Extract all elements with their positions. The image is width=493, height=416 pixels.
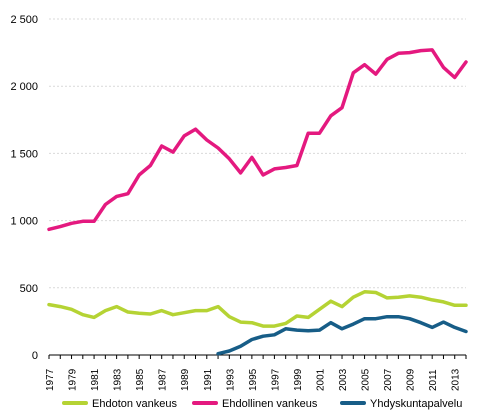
grid-lines xyxy=(49,18,466,289)
series-line xyxy=(216,314,468,356)
legend-label: Yhdyskuntapalvelu xyxy=(370,398,462,410)
legend-label: Ehdoton vankeus xyxy=(92,398,178,410)
x-tick-label: 1993 xyxy=(225,368,236,391)
x-tick-label: 1989 xyxy=(180,368,191,391)
x-tick-label: 2013 xyxy=(451,368,462,391)
x-tick-label: 2009 xyxy=(406,368,417,391)
x-tick-label: 1987 xyxy=(158,368,169,391)
x-tick-label: 1999 xyxy=(293,368,304,391)
x-tick-label: 2003 xyxy=(338,368,349,391)
series-line xyxy=(47,290,468,328)
x-tick-label: 1997 xyxy=(270,368,281,391)
y-tick-label: 0 xyxy=(32,350,38,362)
x-tick-label: 1995 xyxy=(248,368,259,391)
legend: Ehdoton vankeus Ehdollinen vankeus Yhdysku… xyxy=(62,398,462,410)
x-axis-ticks: 1977 1979 1981 1983 1985 1987 1989 1991 1993 1995… xyxy=(45,355,467,391)
x-tick-label: 2011 xyxy=(428,369,439,391)
x-tick-label: 1977 xyxy=(45,368,56,391)
legend-label: Ehdollinen vankeus xyxy=(222,398,318,410)
series-line xyxy=(47,48,468,232)
x-tick-label: 2001 xyxy=(315,368,326,391)
x-tick-label: 1981 xyxy=(90,368,101,391)
x-tick-label: 1985 xyxy=(135,368,146,391)
x-tick-label: 2005 xyxy=(361,368,372,391)
y-tick-label: 2 500 xyxy=(10,14,38,26)
x-tick-label: 1979 xyxy=(68,368,79,391)
x-tick-label: 2007 xyxy=(383,368,394,391)
y-axis-ticks: 0 500 1 000 1 500 2 000 2 500 xyxy=(10,14,38,362)
y-tick-label: 1 500 xyxy=(10,148,38,160)
x-tick-label: 1983 xyxy=(113,368,124,391)
y-tick-label: 500 xyxy=(20,283,38,295)
series-lines xyxy=(47,48,468,356)
y-tick-label: 2 000 xyxy=(10,81,38,93)
y-tick-label: 1 000 xyxy=(10,216,38,228)
x-tick-label: 1991 xyxy=(203,368,214,391)
